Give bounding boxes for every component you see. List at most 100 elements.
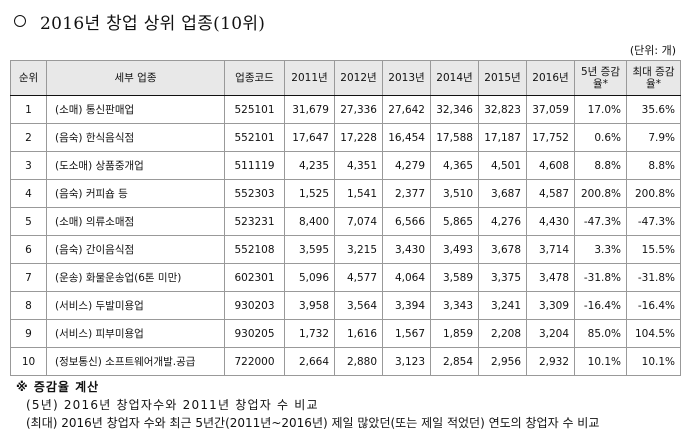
value-cell: 3,678: [478, 235, 527, 264]
rate-5year-cell: 17.0%: [574, 95, 627, 124]
header-row: 순위 세부 업종 업종코드 2011년 2012년 2013년 2014년 2015년 2016…: [10, 60, 681, 96]
value-cell: 3,564: [334, 291, 383, 320]
table-row: 10 (정보통신) 소프트웨어개발.공급 722000 2,664 2,880 3,123…: [10, 347, 681, 376]
value-cell: 1,732: [284, 319, 335, 348]
value-cell: 27,336: [334, 95, 383, 124]
code-cell: 552101: [224, 123, 285, 152]
column-header: 2016년: [526, 60, 575, 96]
column-header: 최대 증감율*: [626, 60, 681, 96]
value-cell: 31,679: [284, 95, 335, 124]
rank-cell: 7: [10, 263, 47, 292]
value-cell: 2,377: [382, 179, 431, 208]
rate-5year-cell: 10.1%: [574, 347, 627, 376]
table-row: 3 (도소매) 상품중개업 511119 4,235 4,351 4,279 4,365 4,…: [10, 151, 681, 180]
value-cell: 3,394: [382, 291, 431, 320]
category-cell: (음숙) 간이음식점: [46, 235, 225, 264]
rate-5year-cell: -16.4%: [574, 291, 627, 320]
rank-cell: 2: [10, 123, 47, 152]
rate-max-cell: 10.1%: [626, 347, 681, 376]
note-max: (최대) 2016년 창업자 수와 최근 5년간(2011년~2016년) 제일…: [26, 416, 600, 430]
column-header: 2014년: [430, 60, 479, 96]
rate-max-cell: 104.5%: [626, 319, 681, 348]
value-cell: 7,074: [334, 207, 383, 236]
rate-5year-cell: 8.8%: [574, 151, 627, 180]
value-cell: 27,642: [382, 95, 431, 124]
title-text: 2016년 창업 상위 업종(10위): [40, 13, 266, 34]
value-cell: 17,647: [284, 123, 335, 152]
circle-bullet-icon: [14, 15, 26, 27]
rank-cell: 5: [10, 207, 47, 236]
value-cell: 17,228: [334, 123, 383, 152]
value-cell: 4,279: [382, 151, 431, 180]
code-cell: 930205: [224, 319, 285, 348]
rate-max-cell: 35.6%: [626, 95, 681, 124]
value-cell: 3,343: [430, 291, 479, 320]
value-cell: 3,241: [478, 291, 527, 320]
rate-5year-cell: -47.3%: [574, 207, 627, 236]
value-cell: 2,932: [526, 347, 575, 376]
value-cell: 4,276: [478, 207, 527, 236]
category-cell: (서비스) 피부미용업: [46, 319, 225, 348]
value-cell: 3,375: [478, 263, 527, 292]
column-header: 업종코드: [224, 60, 285, 96]
value-cell: 2,854: [430, 347, 479, 376]
value-cell: 4,235: [284, 151, 335, 180]
column-header: 5년 증감율*: [574, 60, 627, 96]
value-cell: 3,687: [478, 179, 527, 208]
code-cell: 602301: [224, 263, 285, 292]
code-cell: 525101: [224, 95, 285, 124]
category-cell: (음숙) 한식음식점: [46, 123, 225, 152]
category-cell: (서비스) 두발미용업: [46, 291, 225, 320]
value-cell: 4,608: [526, 151, 575, 180]
value-cell: 3,215: [334, 235, 383, 264]
rate-max-cell: -16.4%: [626, 291, 681, 320]
notes-heading: ※ 증감율 계산: [16, 380, 100, 394]
category-cell: (운송) 화물운송업(6톤 미만): [46, 263, 225, 292]
value-cell: 3,493: [430, 235, 479, 264]
code-cell: 552303: [224, 179, 285, 208]
rank-cell: 6: [10, 235, 47, 264]
code-cell: 722000: [224, 347, 285, 376]
value-cell: 3,958: [284, 291, 335, 320]
value-cell: 4,064: [382, 263, 431, 292]
category-cell: (소매) 의류소매점: [46, 207, 225, 236]
rate-max-cell: 200.8%: [626, 179, 681, 208]
value-cell: 17,588: [430, 123, 479, 152]
rate-5year-cell: 85.0%: [574, 319, 627, 348]
table-body: 1 (소매) 통신판매업 525101 31,679 27,336 27,642 32,34…: [10, 95, 681, 376]
category-cell: (도소매) 상품중개업: [46, 151, 225, 180]
value-cell: 17,187: [478, 123, 527, 152]
column-header: 2012년: [334, 60, 383, 96]
category-cell: (음숙) 커피숍 등: [46, 179, 225, 208]
value-cell: 1,567: [382, 319, 431, 348]
table-row: 1 (소매) 통신판매업 525101 31,679 27,336 27,642 32,34…: [10, 95, 681, 124]
table-row: 9 (서비스) 피부미용업 930205 1,732 1,616 1,567 1,859 2,…: [10, 319, 681, 348]
column-header: 2015년: [478, 60, 527, 96]
value-cell: 4,501: [478, 151, 527, 180]
value-cell: 5,865: [430, 207, 479, 236]
value-cell: 3,595: [284, 235, 335, 264]
code-cell: 511119: [224, 151, 285, 180]
note-5year: (5년) 2016년 창업자수와 2011년 창업자 수 비교: [26, 398, 319, 412]
rank-cell: 3: [10, 151, 47, 180]
value-cell: 1,859: [430, 319, 479, 348]
value-cell: 4,351: [334, 151, 383, 180]
rate-max-cell: -47.3%: [626, 207, 681, 236]
value-cell: 17,752: [526, 123, 575, 152]
value-cell: 1,616: [334, 319, 383, 348]
rate-max-cell: -31.8%: [626, 263, 681, 292]
code-cell: 552108: [224, 235, 285, 264]
value-cell: 5,096: [284, 263, 335, 292]
value-cell: 8,400: [284, 207, 335, 236]
table-row: 4 (음숙) 커피숍 등 552303 1,525 1,541 2,377 3,510 3,6…: [10, 179, 681, 208]
unit-note: (단위: 개): [629, 44, 676, 57]
value-cell: 1,525: [284, 179, 335, 208]
value-cell: 4,430: [526, 207, 575, 236]
column-header: 순위: [10, 60, 47, 96]
value-cell: 6,566: [382, 207, 431, 236]
value-cell: 32,346: [430, 95, 479, 124]
rate-max-cell: 7.9%: [626, 123, 681, 152]
category-cell: (정보통신) 소프트웨어개발.공급: [46, 347, 225, 376]
value-cell: 3,714: [526, 235, 575, 264]
rate-max-cell: 15.5%: [626, 235, 681, 264]
